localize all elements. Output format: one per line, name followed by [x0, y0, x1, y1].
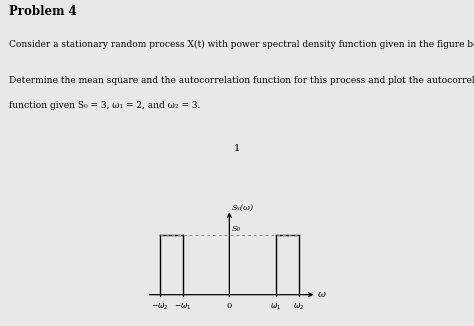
Text: Sₓ(ω): Sₓ(ω) — [232, 204, 254, 212]
Text: ω: ω — [318, 290, 326, 299]
Text: 1: 1 — [234, 144, 240, 153]
Text: S₀: S₀ — [232, 225, 241, 233]
Text: 0: 0 — [227, 302, 232, 310]
Text: function given S₀ = 3, ω₁ = 2, and ω₂ = 3.: function given S₀ = 3, ω₁ = 2, and ω₂ = … — [9, 101, 200, 110]
Text: $\omega_2$: $\omega_2$ — [293, 302, 305, 312]
Text: $\omega_1$: $\omega_1$ — [270, 302, 282, 312]
Text: $-\omega_2$: $-\omega_2$ — [151, 302, 168, 312]
Text: Determine the mean square and the autocorrelation function for this process and : Determine the mean square and the autoco… — [9, 76, 474, 85]
Text: $-\omega_1$: $-\omega_1$ — [174, 302, 191, 312]
Text: Problem 4: Problem 4 — [9, 5, 76, 18]
Text: Consider a stationary random process X(t) with power spectral density function g: Consider a stationary random process X(t… — [9, 39, 474, 49]
